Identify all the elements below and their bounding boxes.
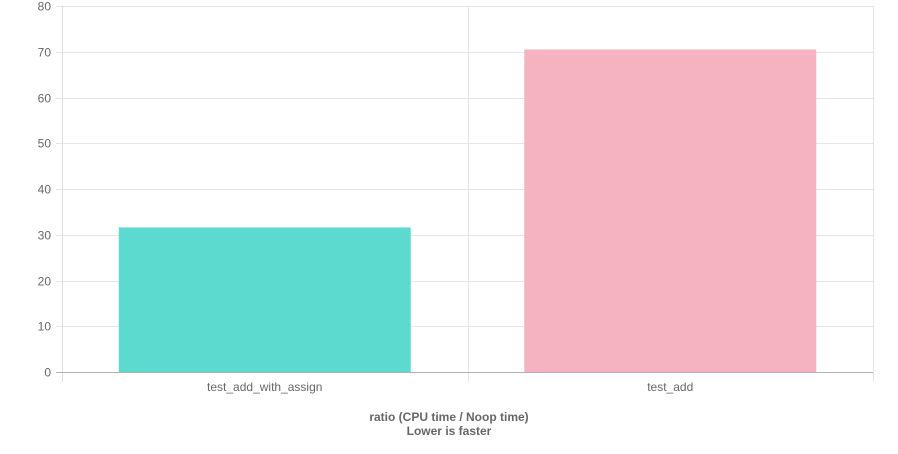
y-tick-label: 20 xyxy=(38,275,52,289)
y-tick-label: 40 xyxy=(38,183,52,197)
x-tick-label: test_add xyxy=(647,380,693,394)
y-tick-label: 30 xyxy=(38,229,52,243)
y-tick-label: 60 xyxy=(38,92,52,106)
y-tick-label: 80 xyxy=(38,0,52,14)
x-tick-labels: test_add_with_assign test_add xyxy=(207,380,693,394)
x-tick-label: test_add_with_assign xyxy=(207,380,322,394)
x-axis-title: ratio (CPU time / Noop time) xyxy=(369,410,528,424)
bar-test-add[interactable] xyxy=(524,49,817,373)
bar-test-add-with-assign[interactable] xyxy=(118,227,411,372)
axes xyxy=(56,6,873,382)
y-tick-label: 70 xyxy=(38,46,52,60)
y-tick-label: 10 xyxy=(38,320,52,334)
y-tick-labels: 0 10 20 30 40 50 60 70 80 xyxy=(38,0,52,380)
y-tick-label: 0 xyxy=(44,366,51,380)
bars xyxy=(118,49,817,373)
y-tick-label: 50 xyxy=(38,137,52,151)
x-axis-subtitle: Lower is faster xyxy=(407,424,492,438)
